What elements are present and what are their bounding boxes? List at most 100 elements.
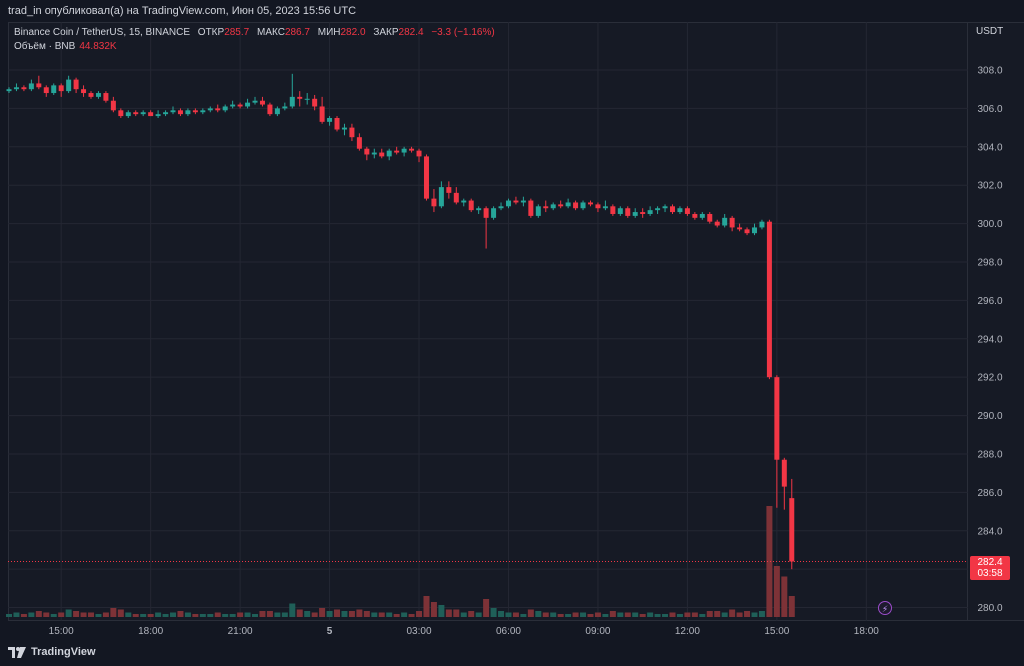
candle-body <box>371 152 377 155</box>
volume-bars <box>6 506 795 617</box>
candle-body <box>438 187 444 207</box>
volume-bar <box>334 609 341 617</box>
price-axis-panel[interactable] <box>968 22 1024 621</box>
currency-label[interactable]: USDT <box>976 26 1004 37</box>
volume-bar <box>184 612 191 617</box>
candle-body <box>215 108 221 111</box>
time-axis-labels: 15:00 18:00 21:00 5 03:00 06:00 09:00 12:00 15:0… <box>49 626 880 637</box>
volume-bar <box>609 611 616 617</box>
volume-bar <box>326 611 333 617</box>
volume-bar <box>6 614 12 617</box>
volume-bar <box>699 614 706 617</box>
volume-bar <box>423 596 430 617</box>
candle-body <box>692 213 698 218</box>
candle-body <box>401 148 407 153</box>
candle-body <box>125 112 131 117</box>
volume-bar <box>155 612 162 617</box>
volume-bar <box>557 614 564 617</box>
candle-body <box>491 208 497 218</box>
volume-bar <box>13 612 20 617</box>
volume-bar <box>527 609 534 617</box>
candle-body <box>43 87 49 94</box>
candle-body <box>312 98 318 107</box>
volume-bar <box>311 612 318 617</box>
candle-body <box>334 117 340 130</box>
tradingview-logo[interactable]: TradingView <box>8 646 96 658</box>
bar-countdown: 03:58 <box>977 568 1003 579</box>
lightning-icon[interactable]: ⚡ <box>878 601 892 615</box>
price-tick-label: 284.0 <box>977 526 1002 537</box>
candle-body <box>170 110 176 113</box>
candle-body <box>752 227 757 234</box>
volume-bar <box>401 612 408 617</box>
volume-bar <box>80 612 87 617</box>
last-price-value: 282.4 <box>977 557 1003 568</box>
volume-bar <box>535 611 542 617</box>
candle-body <box>155 114 161 117</box>
volume-bar <box>88 612 95 617</box>
volume-bar <box>430 602 437 617</box>
volume-bar <box>490 608 497 617</box>
candle-body <box>640 212 646 214</box>
candle-body <box>185 110 191 115</box>
volume-bar <box>744 611 751 617</box>
volume-bar <box>542 612 549 617</box>
candle-body <box>200 110 206 113</box>
candle-body <box>394 150 400 153</box>
candle-body <box>237 104 243 107</box>
candle-body <box>535 206 541 216</box>
candle-body <box>222 106 228 111</box>
candle-body <box>595 204 601 209</box>
candle-body <box>163 112 169 115</box>
candle-body <box>207 108 213 111</box>
volume-bar <box>594 612 601 617</box>
candle-body <box>669 206 675 213</box>
volume-bar <box>274 612 281 617</box>
volume-bar <box>483 599 490 617</box>
candle-body <box>476 208 482 211</box>
volume-bar <box>460 612 467 617</box>
time-tick-label: 5 <box>327 626 333 637</box>
candle-body <box>356 137 362 149</box>
volume-bar <box>50 614 57 617</box>
candle-body <box>625 208 631 216</box>
candle-body <box>468 200 474 211</box>
candle-body <box>722 217 728 226</box>
volume-bar <box>28 612 35 617</box>
candle-body <box>66 79 72 92</box>
price-tick-label: 286.0 <box>977 488 1002 499</box>
time-tick-label: 15:00 <box>49 626 74 637</box>
volume-bar <box>505 612 512 617</box>
volume-bar <box>65 609 72 617</box>
candle-body <box>364 148 370 155</box>
volume-bar <box>445 609 452 617</box>
time-tick-label: 06:00 <box>496 626 521 637</box>
candle-body <box>617 208 623 214</box>
volume-bar <box>706 611 713 617</box>
candle-body <box>759 221 765 228</box>
candle-body <box>252 100 258 103</box>
volume-bar <box>393 614 400 617</box>
volume-bar <box>520 614 527 617</box>
volume-bar <box>468 611 475 617</box>
candle-body <box>177 110 183 115</box>
volume-bar <box>639 614 646 617</box>
volume-bar <box>117 609 124 617</box>
candle-body <box>103 93 109 101</box>
candle-body <box>737 227 743 230</box>
time-tick-label: 18:00 <box>138 626 163 637</box>
chart-pane[interactable] <box>8 22 968 621</box>
legend-volume-label: Объём · BNB <box>14 41 76 52</box>
legend-ohlc-row: Binance Coin / TetherUS, 15, BINANCE ОТК… <box>14 26 495 40</box>
price-tick-label: 288.0 <box>977 449 1002 460</box>
volume-bar <box>669 612 676 617</box>
volume-bar <box>147 614 154 617</box>
volume-bar <box>498 611 505 617</box>
candle-body <box>602 206 608 209</box>
price-tick-label: 304.0 <box>977 142 1002 153</box>
published-by-header: trad_in опубликовал(а) на TradingView.co… <box>0 0 1024 22</box>
volume-bar <box>565 614 572 617</box>
volume-bar <box>550 612 557 617</box>
volume-bar <box>110 608 117 617</box>
